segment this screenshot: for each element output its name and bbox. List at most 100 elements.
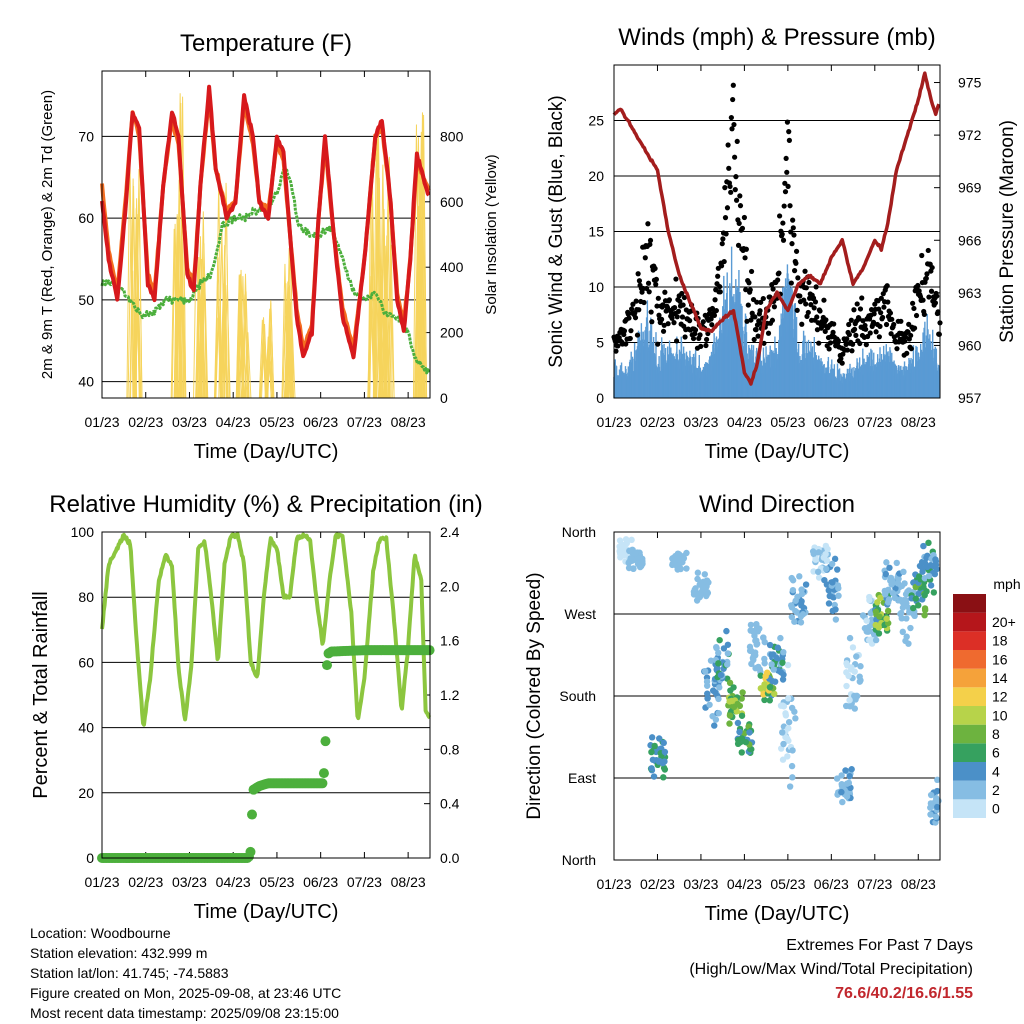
direction-point <box>856 673 863 680</box>
gust-point <box>885 299 891 305</box>
direction-point <box>899 604 907 611</box>
insolation-spike <box>414 206 422 399</box>
direction-point <box>845 779 853 787</box>
gust-point <box>703 342 709 349</box>
direction-points <box>616 536 942 826</box>
y2-tick-label: 800 <box>440 128 464 144</box>
gust-point <box>692 327 699 333</box>
direction-point <box>661 748 669 756</box>
gust-point <box>783 155 789 162</box>
gust-point <box>636 278 643 284</box>
gust-point <box>810 295 817 301</box>
direction-point <box>797 619 805 626</box>
gust-point <box>626 315 632 321</box>
speed-legend: mph 0 2 4 6 8 10 12 14 16 18 20+ <box>953 576 1021 818</box>
chart-title: Relative Humidity (%) & Precipitation (i… <box>49 491 482 518</box>
gust-point <box>719 241 725 247</box>
direction-point <box>886 564 893 571</box>
gust-point <box>878 310 884 316</box>
gust-point <box>753 327 759 333</box>
direction-point <box>843 669 850 676</box>
direction-point <box>849 644 857 651</box>
direction-point <box>892 585 899 592</box>
gust-point <box>887 310 894 316</box>
direction-point <box>656 735 663 742</box>
plot-border <box>101 70 431 399</box>
direction-point <box>726 698 733 705</box>
gust-point <box>733 174 739 180</box>
direction-point <box>766 641 774 649</box>
gust-point <box>844 347 851 353</box>
gust-point <box>782 189 789 195</box>
x-tick-label: 04/23 <box>216 414 251 430</box>
gust-point <box>781 203 787 209</box>
gust-point <box>816 340 822 346</box>
direction-point <box>838 782 846 790</box>
station-location: Location: Woodbourne <box>30 925 171 941</box>
direction-point <box>810 568 817 575</box>
direction-point <box>796 573 803 580</box>
direction-point <box>783 735 791 742</box>
gust-point <box>929 264 935 271</box>
gust-point <box>698 343 704 349</box>
direction-point <box>753 641 760 648</box>
x-tick-label: 01/23 <box>596 414 631 430</box>
direction-point <box>619 551 626 558</box>
gust-point <box>769 317 776 323</box>
precip-point <box>317 778 328 789</box>
gust-point <box>727 183 733 190</box>
gust-point <box>846 321 852 328</box>
x-tick-label: 04/23 <box>727 876 762 892</box>
gust-point <box>628 328 634 334</box>
direction-point <box>727 687 734 694</box>
gust-point <box>919 252 925 259</box>
gust-point <box>911 325 918 331</box>
gust-point <box>623 341 629 347</box>
direction-point <box>717 671 725 679</box>
gust-point <box>771 304 777 310</box>
direction-point <box>651 742 658 750</box>
direction-point <box>715 649 722 657</box>
direction-point <box>789 747 796 754</box>
legend-label: 16 <box>992 651 1008 667</box>
gust-point <box>739 225 746 231</box>
direction-point <box>838 788 845 796</box>
gust-point <box>715 273 721 279</box>
direction-point <box>839 798 846 806</box>
gust-point <box>709 305 716 312</box>
gust-point <box>876 334 882 340</box>
gust-point <box>792 268 798 274</box>
gust-point <box>717 289 723 295</box>
gust-point <box>755 333 761 339</box>
direction-point <box>829 579 836 586</box>
direction-point <box>716 684 723 691</box>
gust-point <box>780 220 786 226</box>
direction-point <box>698 581 705 588</box>
gust-point <box>765 330 772 336</box>
gust-point <box>779 231 785 237</box>
gust-point <box>748 268 755 275</box>
direction-point <box>648 765 655 772</box>
gust-point <box>729 126 735 132</box>
direction-point <box>712 716 720 723</box>
gust-point <box>856 316 862 322</box>
y-tick-label: 60 <box>78 654 94 670</box>
gust-point <box>655 341 661 347</box>
gust-point <box>859 295 865 301</box>
gust-point <box>728 114 734 121</box>
direction-point <box>771 690 778 698</box>
gust-point <box>641 299 647 306</box>
x-tick-label: 01/23 <box>596 876 631 892</box>
gust-point <box>801 297 807 303</box>
insolation-spike <box>417 131 425 399</box>
direction-point <box>791 708 798 715</box>
gust-point <box>777 213 783 219</box>
direction-point <box>734 719 742 727</box>
gust-point <box>751 336 757 343</box>
insolation-spike <box>369 218 377 399</box>
insolation-spike <box>284 286 292 399</box>
direction-point <box>746 729 753 736</box>
gust-point <box>794 307 800 313</box>
gust-point <box>831 321 837 327</box>
y-axis-label: 2m & 9m T (Red, Orange) & 2m Td (Green) <box>39 90 56 379</box>
